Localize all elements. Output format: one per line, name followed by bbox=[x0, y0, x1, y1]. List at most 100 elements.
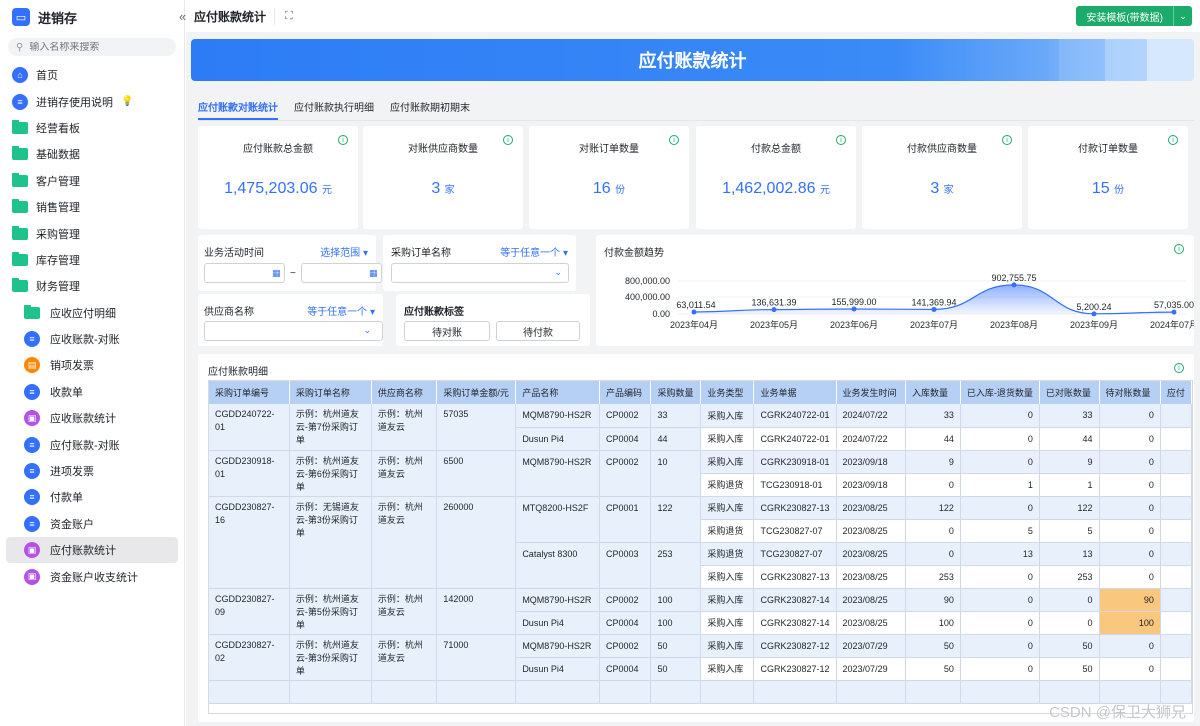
chevron-down-icon[interactable]: ⌄ bbox=[554, 267, 562, 277]
tab[interactable]: 应付账款期初期末 bbox=[390, 103, 470, 114]
sidebar-item[interactable]: 基础数据 bbox=[0, 141, 184, 167]
info-icon[interactable]: i bbox=[1168, 135, 1178, 145]
info-icon[interactable]: i bbox=[503, 135, 513, 145]
column-header[interactable]: 已入库-退货数量 bbox=[960, 381, 1040, 404]
column-header[interactable]: 产品编码 bbox=[599, 381, 652, 404]
sidebar-item[interactable]: ⌂ 首页 bbox=[0, 62, 184, 88]
po-filter-mode[interactable]: 等于任意一个 ▾ bbox=[500, 248, 568, 259]
po-select[interactable] bbox=[391, 263, 569, 283]
column-header[interactable]: 采购数量 bbox=[650, 381, 702, 404]
table-cell: 0 bbox=[960, 450, 1040, 474]
sidebar-item[interactable]: 经营看板 bbox=[0, 115, 184, 141]
sidebar-item[interactable]: ≡ 应付账款-对账 bbox=[0, 431, 184, 457]
info-icon[interactable]: i bbox=[338, 135, 348, 145]
table-cell: MQM8790-HS2R bbox=[515, 404, 600, 428]
table-cell: 122 bbox=[1039, 496, 1100, 520]
tab[interactable]: 应付账款对账统计 bbox=[198, 96, 278, 120]
column-header[interactable]: 待对账数量 bbox=[1099, 381, 1161, 404]
column-header[interactable]: 采购订单名称 bbox=[289, 381, 372, 404]
tab[interactable]: 应付账款执行明细 bbox=[294, 103, 374, 114]
install-template-button[interactable]: 安装模板(带数据) ⌄ bbox=[1076, 6, 1192, 26]
table-row[interactable]: 采购退货 TCG230827-07 2023/08/25 0 5 5 0 bbox=[209, 519, 1192, 543]
sidebar-item[interactable]: ▣ 应收账款统计 bbox=[0, 405, 184, 431]
chevron-down-icon[interactable]: ⌄ bbox=[1174, 6, 1192, 26]
data-point[interactable] bbox=[1171, 309, 1177, 315]
info-icon[interactable]: i bbox=[669, 135, 679, 145]
calendar-icon[interactable]: ▦ bbox=[369, 268, 378, 278]
fullscreen-icon[interactable]: ⛶ bbox=[285, 9, 293, 22]
x-tick-label: 2023年05月 bbox=[750, 319, 798, 330]
column-header[interactable]: 入库数量 bbox=[905, 381, 961, 404]
column-header[interactable]: 应付 bbox=[1160, 381, 1192, 404]
table-scroll[interactable]: 采购订单编号 采购订单名称 供应商名称 采购订单金额/元 产品名称 产品编码 采购数量 业务类… bbox=[208, 380, 1193, 714]
table-row[interactable]: CGDD240722-01 示例：杭州道友云-第7份采购订单 示例：杭州道友云 570… bbox=[209, 404, 1192, 451]
table-cell: 示例：杭州道友云-第7份采购订单 bbox=[289, 404, 372, 451]
sidebar-item-label: 付款单 bbox=[50, 492, 83, 505]
info-icon[interactable]: i bbox=[1002, 135, 1012, 145]
table-row[interactable] bbox=[209, 680, 1192, 704]
sidebar-item[interactable]: ≡ 进销存使用说明 💡 bbox=[0, 88, 184, 114]
data-point[interactable] bbox=[1011, 282, 1017, 288]
table-row[interactable]: CGDD230827-02 示例：杭州道友云-第3份采购订单 示例：杭州道友云 710… bbox=[209, 634, 1192, 681]
chevron-down-icon[interactable]: ⌄ bbox=[363, 325, 371, 335]
sidebar-item[interactable]: 客户管理 bbox=[0, 168, 184, 194]
table-row[interactable]: CGDD230918-01 示例：杭州道友云-第6份采购订单 示例：杭州道友云 650… bbox=[209, 450, 1192, 497]
info-icon[interactable]: i bbox=[1174, 244, 1184, 254]
table-row[interactable]: Dusun Pi4 CP0004 100 采购入库 CGRK230827-14 2023/… bbox=[209, 611, 1192, 635]
table-row[interactable]: 采购入库 CGRK230827-13 2023/08/25 253 0 253 0 bbox=[209, 565, 1192, 589]
sidebar-item[interactable]: 库存管理 bbox=[0, 247, 184, 273]
kpi-value: 1,462,002.86 元 bbox=[696, 180, 856, 198]
column-header[interactable]: 业务类型 bbox=[700, 381, 755, 404]
sidebar-item[interactable]: 采购管理 bbox=[0, 220, 184, 246]
table-row[interactable]: 采购退货 TCG230918-01 2023/09/18 0 1 1 0 bbox=[209, 473, 1192, 497]
data-point[interactable] bbox=[851, 306, 857, 312]
table-cell bbox=[836, 680, 907, 704]
table-row[interactable]: Dusun Pi4 CP0004 50 采购入库 CGRK230827-12 2023/0… bbox=[209, 657, 1192, 681]
collapse-sidebar-icon[interactable]: « bbox=[179, 8, 187, 24]
table-cell: 0 bbox=[905, 519, 961, 543]
sidebar-item[interactable]: ≡ 资金账户 bbox=[0, 511, 184, 537]
supplier-select[interactable] bbox=[204, 321, 383, 341]
sidebar-item[interactable]: ▣ 资金账户收支统计 bbox=[0, 563, 184, 589]
table-row[interactable]: Catalyst 8300 CP0003 253 采购退货 TCG230827-07 20… bbox=[209, 542, 1192, 589]
start-date-input[interactable] bbox=[204, 263, 285, 283]
supplier-filter-mode[interactable]: 等于任意一个 ▾ bbox=[307, 307, 375, 318]
table-cell: 253 bbox=[905, 565, 961, 589]
sidebar-item[interactable]: ▤ 销项发票 bbox=[0, 352, 184, 378]
kpi-unit: 元 bbox=[321, 185, 332, 196]
sidebar-item[interactable]: 财务管理 bbox=[0, 273, 184, 299]
pending-payment-button[interactable]: 待付款 bbox=[496, 321, 580, 341]
table-row[interactable]: Dusun Pi4 CP0004 44 采购入库 CGRK240722-01 2024/0… bbox=[209, 427, 1192, 451]
pending-reconcile-button[interactable]: 待对账 bbox=[404, 321, 490, 341]
table-row[interactable]: CGDD230827-09 示例：杭州道友云-第5份采购订单 示例：杭州道友云 142… bbox=[209, 588, 1192, 635]
sidebar-item[interactable]: ≡ 收款单 bbox=[0, 379, 184, 405]
info-icon[interactable]: i bbox=[1174, 363, 1184, 373]
column-header[interactable]: 供应商名称 bbox=[371, 381, 438, 404]
data-point[interactable] bbox=[1091, 311, 1097, 317]
data-point[interactable] bbox=[691, 309, 697, 315]
info-icon[interactable]: i bbox=[836, 135, 846, 145]
column-header[interactable]: 产品名称 bbox=[515, 381, 600, 404]
table-cell: 示例：杭州道友云-第6份采购订单 bbox=[289, 450, 372, 497]
table-cell: 253 bbox=[1039, 565, 1100, 589]
column-header[interactable]: 采购订单编号 bbox=[209, 381, 290, 404]
sidebar-item[interactable]: ▣ 应付账款统计 bbox=[6, 537, 178, 564]
table-cell: 33 bbox=[650, 404, 702, 428]
data-point[interactable] bbox=[931, 306, 937, 312]
column-header[interactable]: 业务单据 bbox=[753, 381, 837, 404]
column-header[interactable]: 采购订单金额/元 bbox=[436, 381, 517, 404]
sidebar-item[interactable]: 应收应付明细 bbox=[0, 300, 184, 326]
install-template-label[interactable]: 安装模板(带数据) bbox=[1076, 6, 1174, 26]
calendar-icon[interactable]: ▦ bbox=[272, 268, 281, 278]
column-header[interactable]: 已对账数量 bbox=[1039, 381, 1100, 404]
search-input[interactable] bbox=[29, 41, 160, 53]
sidebar-item[interactable]: ≡ 进项发票 bbox=[0, 458, 184, 484]
time-filter-mode[interactable]: 选择范围 ▾ bbox=[320, 248, 368, 259]
sidebar-item[interactable]: 销售管理 bbox=[0, 194, 184, 220]
sidebar-item[interactable]: ≡ 应收账款-对账 bbox=[0, 326, 184, 352]
end-date-input[interactable] bbox=[301, 263, 382, 283]
sidebar-item[interactable]: ≡ 付款单 bbox=[0, 484, 184, 510]
column-header[interactable]: 业务发生时间 bbox=[836, 381, 907, 404]
table-row[interactable]: CGDD230827-16 示例：无锡道友云-第3份采购订单 示例：杭州道友云 260… bbox=[209, 496, 1192, 589]
data-point[interactable] bbox=[771, 307, 777, 313]
